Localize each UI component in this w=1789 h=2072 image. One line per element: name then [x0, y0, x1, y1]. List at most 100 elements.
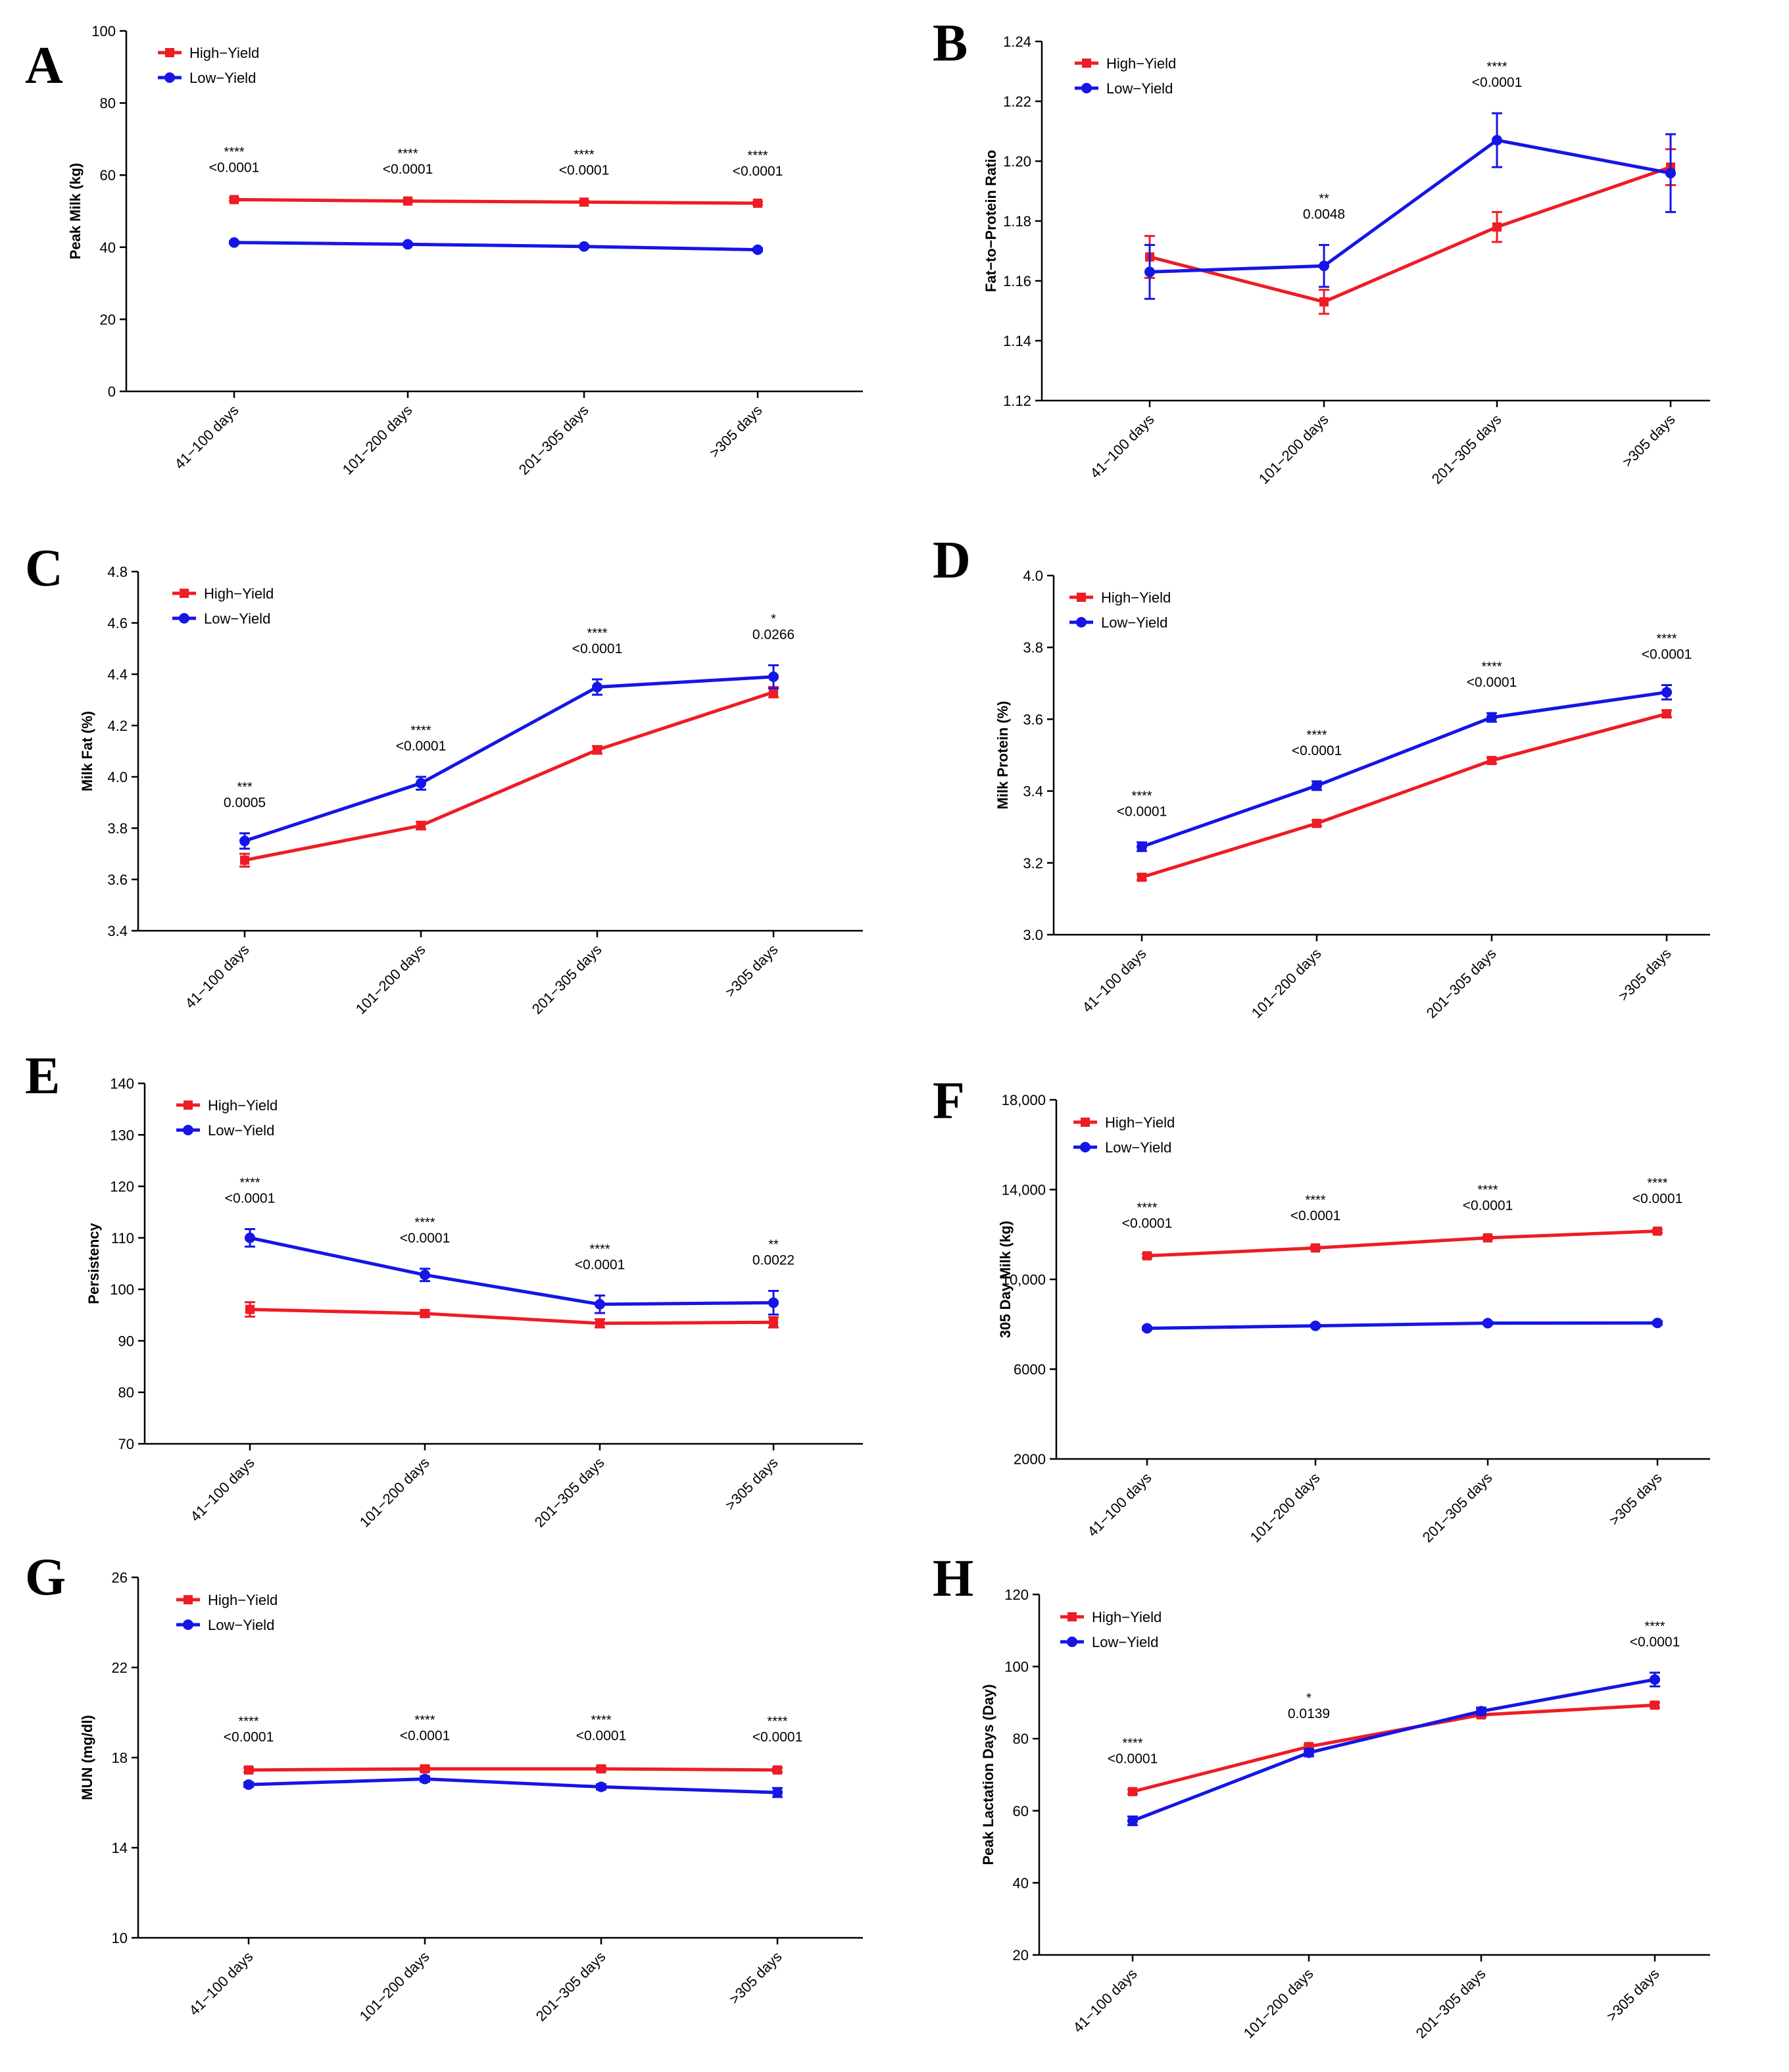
y-tick-label: 6000 — [1014, 1362, 1046, 1378]
legend-swatch-circle — [179, 613, 189, 624]
panel-letter: A — [25, 37, 63, 95]
low-yield-point — [1137, 841, 1147, 852]
legend: High−Yield Low−Yield — [176, 1592, 278, 1633]
y-tick-label: 18 — [112, 1750, 128, 1766]
low-yield-point — [1304, 1747, 1314, 1758]
y-axis-title: Peak Milk (kg) — [67, 163, 84, 260]
p-value-label: <0.0001 — [572, 641, 623, 656]
significance-stars: **** — [767, 1714, 787, 1729]
high-yield-point — [420, 1764, 429, 1774]
high-yield-point — [416, 821, 426, 831]
y-axis-title: 305 Day Milk (kg) — [997, 1221, 1014, 1339]
low-yield-series-line — [244, 675, 774, 843]
y-tick-label: 100 — [1004, 1659, 1029, 1675]
low-yield-point — [1142, 1323, 1152, 1334]
high-yield-point — [773, 1765, 782, 1775]
low-yield-point — [245, 1232, 255, 1243]
low-yield-series-line — [249, 1236, 774, 1306]
p-value-label: <0.0001 — [225, 1191, 276, 1206]
low-yield-point — [1476, 1706, 1486, 1717]
legend-swatch-square — [184, 1100, 193, 1110]
significance-stars: **** — [591, 1714, 611, 1728]
significance-stars: **** — [1137, 1200, 1157, 1215]
legend-high-yield: High−Yield — [204, 585, 274, 602]
significance-stars: **** — [574, 148, 594, 162]
y-tick-label: 130 — [110, 1127, 134, 1143]
legend-swatch-square — [1077, 593, 1086, 602]
x-tick-label: 101−200 days — [356, 1454, 433, 1531]
high-yield-point — [230, 195, 239, 205]
y-tick-label: 1.24 — [1003, 34, 1031, 50]
y-tick-label: 3.6 — [107, 872, 128, 888]
x-tick-label: 41−100 days — [1079, 945, 1149, 1016]
x-tick-label: 41−100 days — [187, 1454, 257, 1525]
high-yield-point — [1312, 818, 1321, 828]
significance-stars: **** — [1122, 1736, 1142, 1750]
legend-swatch-square — [1067, 1612, 1077, 1621]
p-value-label: <0.0001 — [400, 1729, 451, 1744]
panel-letter: B — [933, 14, 968, 72]
panel-letter: C — [25, 539, 63, 597]
x-tick-label: 201−305 days — [1423, 945, 1500, 1022]
significance-stars: **** — [224, 145, 244, 159]
significance-stars: **** — [1131, 789, 1152, 804]
x-tick-label: >305 days — [1619, 411, 1679, 470]
legend-swatch-square — [180, 589, 189, 598]
low-yield-point — [243, 1779, 254, 1790]
x-tick-label: 201−305 days — [1419, 1469, 1496, 1546]
p-value-label: <0.0001 — [1122, 1216, 1173, 1231]
legend-high-yield: High−Yield — [1105, 1114, 1175, 1131]
significance-stars: **** — [747, 149, 768, 163]
legend-high-yield: High−Yield — [208, 1592, 278, 1608]
low-yield-point — [768, 671, 779, 682]
high-yield-point — [1653, 1226, 1662, 1236]
y-tick-label: 20 — [100, 311, 116, 328]
x-tick-label: 201−305 days — [1429, 411, 1505, 487]
p-value-label: <0.0001 — [752, 1729, 803, 1744]
y-tick-label: 3.4 — [107, 923, 128, 939]
p-value-label: <0.0001 — [1290, 1208, 1341, 1223]
legend-swatch-circle — [164, 72, 175, 83]
x-tick-label: 41−100 days — [182, 941, 252, 1012]
y-tick-label: 100 — [110, 1281, 134, 1298]
y-tick-label: 3.8 — [107, 820, 128, 837]
x-tick-label: 101−200 days — [356, 1948, 433, 2025]
significance-stars: **** — [1305, 1193, 1325, 1208]
significance-stars: **** — [589, 1243, 610, 1257]
panel-g: G 10 14 18 22 26 MUN (mg/dl) 41−100 days 101−200… — [25, 1548, 863, 2025]
low-yield-point — [1483, 1318, 1493, 1329]
x-tick-label: 41−100 days — [185, 1948, 256, 2019]
panel-f: F 2000 6000 10,000 14,000 18,000 305 Day Milk … — [933, 1072, 1710, 1546]
x-tick-label: 201−305 days — [531, 1454, 608, 1531]
high-yield-point — [1492, 222, 1502, 232]
significance-stars: **** — [1656, 632, 1677, 647]
legend-swatch-square — [184, 1595, 193, 1604]
legend: High−Yield Low−Yield — [1073, 1114, 1175, 1156]
low-yield-point — [1127, 1815, 1138, 1827]
y-tick-label: 70 — [118, 1436, 134, 1452]
high-yield-point — [1128, 1787, 1137, 1796]
significance-stars: **** — [1644, 1619, 1665, 1634]
panel-a: A 0 20 40 60 80 100 Peak Milk (kg) 41−100 days 10… — [25, 23, 863, 478]
panel-e: E 70 80 90 100 110 120 130 140 Persistency 41−100 … — [25, 1047, 863, 1531]
y-tick-label: 4.0 — [107, 769, 128, 785]
x-tick-label: 41−100 days — [171, 402, 241, 472]
high-yield-point — [1311, 1243, 1320, 1253]
p-value-label: <0.0001 — [1463, 1198, 1513, 1213]
y-tick-label: 3.8 — [1023, 639, 1043, 656]
low-yield-series-line — [1132, 1677, 1655, 1823]
y-tick-label: 4.0 — [1023, 568, 1043, 584]
legend-low-yield: Low−Yield — [208, 1122, 274, 1139]
legend-high-yield: High−Yield — [1101, 589, 1171, 606]
x-tick-label: 201−305 days — [529, 941, 605, 1018]
low-yield-point — [416, 777, 426, 789]
y-tick-label: 120 — [110, 1179, 134, 1195]
high-yield-point — [1487, 756, 1496, 766]
y-tick-label: 18,000 — [1002, 1092, 1046, 1108]
low-yield-point — [1486, 712, 1497, 723]
p-value-label: 0.0005 — [224, 795, 266, 810]
p-value-label: 0.0139 — [1288, 1706, 1330, 1721]
y-tick-label: 1.14 — [1003, 333, 1031, 349]
low-yield-point — [1319, 260, 1329, 272]
p-value-label: <0.0001 — [1292, 743, 1342, 758]
